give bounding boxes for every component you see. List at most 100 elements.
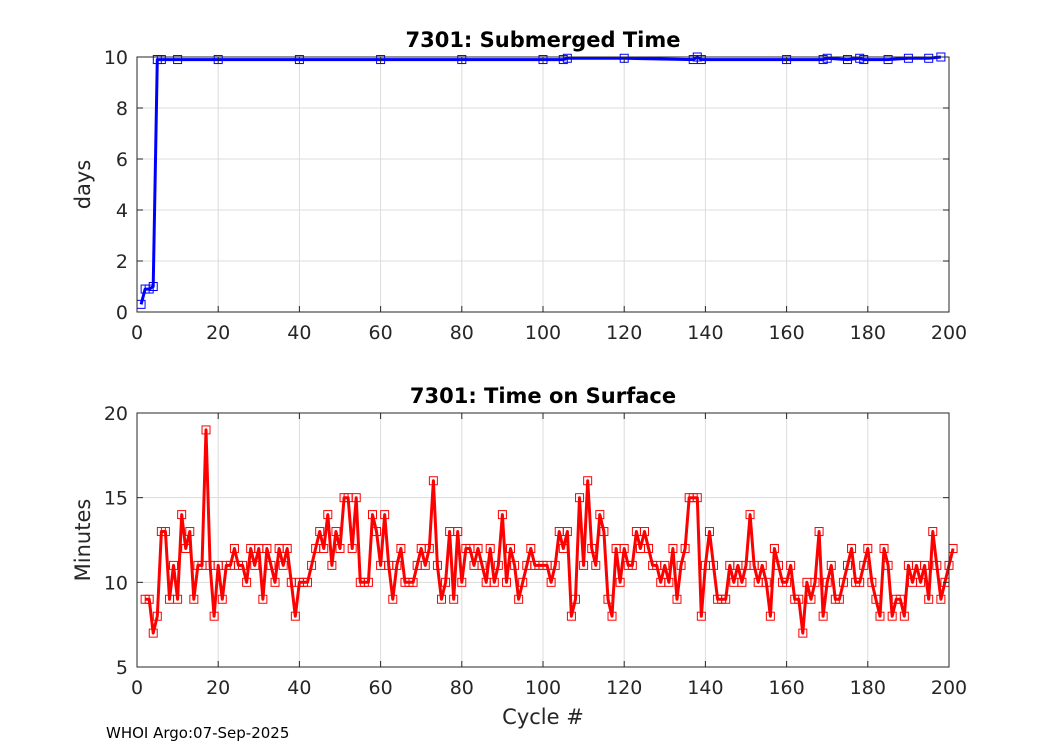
- data-point: [160, 527, 170, 537]
- data-point: [575, 493, 585, 503]
- x-tick-label: 120: [606, 677, 642, 699]
- data-point: [607, 611, 617, 621]
- y-tick-label: 2: [116, 251, 128, 273]
- data-point: [217, 594, 227, 604]
- data-point: [615, 577, 625, 587]
- x-tick-label: 20: [206, 677, 230, 699]
- x-tick-label: 60: [369, 677, 393, 699]
- data-point: [432, 560, 442, 570]
- data-point: [587, 543, 597, 553]
- data-point: [550, 560, 560, 570]
- data-point: [855, 577, 865, 587]
- data-point: [644, 543, 654, 553]
- y-tick-label: 5: [116, 657, 128, 679]
- x-tick-label: 200: [931, 677, 967, 699]
- data-point: [363, 577, 373, 587]
- data-point: [721, 594, 731, 604]
- data-point: [757, 560, 767, 570]
- x-tick-label: 160: [768, 677, 804, 699]
- data-point: [924, 594, 934, 604]
- data-point: [177, 510, 187, 520]
- data-point: [242, 577, 252, 587]
- data-point: [497, 510, 507, 520]
- data-point: [843, 55, 852, 65]
- data-point: [704, 527, 714, 537]
- data-point: [169, 560, 179, 570]
- y-tick-label: 8: [116, 98, 128, 120]
- x-tick-label: 20: [206, 322, 230, 344]
- data-point: [396, 543, 406, 553]
- data-point: [181, 543, 191, 553]
- data-point: [294, 55, 304, 65]
- y-tick-label: 4: [116, 200, 128, 222]
- data-point: [859, 560, 869, 570]
- x-tick-label: 0: [131, 677, 143, 699]
- x-tick-label: 140: [687, 677, 723, 699]
- data-point: [591, 560, 601, 570]
- y-axis-label: days: [71, 160, 95, 210]
- y-tick-label: 0: [116, 302, 128, 324]
- data-point: [331, 527, 341, 537]
- data-point: [895, 594, 905, 604]
- data-point: [441, 577, 451, 587]
- data-point: [428, 476, 438, 486]
- data-point: [282, 543, 292, 553]
- x-tick-label: 180: [850, 322, 886, 344]
- data-point: [351, 493, 361, 503]
- data-point: [506, 543, 516, 553]
- data-point: [903, 53, 913, 63]
- data-point: [570, 594, 580, 604]
- x-tick-label: 180: [850, 677, 886, 699]
- data-point: [680, 543, 690, 553]
- data-point: [457, 55, 467, 65]
- data-point: [278, 560, 288, 570]
- data-point: [822, 53, 832, 63]
- data-point: [189, 594, 199, 604]
- y-tick-label: 10: [104, 47, 128, 69]
- x-tick-label: 40: [287, 677, 311, 699]
- data-point: [863, 543, 873, 553]
- data-point: [867, 577, 877, 587]
- data-point: [327, 560, 337, 570]
- y-tick-label: 15: [104, 488, 128, 510]
- data-point: [668, 543, 678, 553]
- data-point: [562, 527, 572, 537]
- data-point: [449, 594, 459, 604]
- data-point: [879, 543, 889, 553]
- data-point: [514, 594, 524, 604]
- data-point: [692, 493, 702, 503]
- data-point: [883, 55, 893, 65]
- chart-title: 7301: Time on Surface: [410, 384, 676, 408]
- data-point: [290, 611, 300, 621]
- x-tick-label: 100: [525, 322, 561, 344]
- data-point: [826, 560, 836, 570]
- data-point: [599, 527, 609, 537]
- data-point: [737, 577, 747, 587]
- data-point: [928, 527, 938, 537]
- chart-surface: 0 20 40 60 80 100 120 140 160 180 200 5 10 15 20 7301: …: [71, 384, 967, 729]
- data-point: [562, 53, 572, 63]
- data-point: [765, 611, 775, 621]
- data-point: [814, 527, 824, 537]
- data-point: [595, 510, 605, 520]
- footer-credit: WHOI Argo:07-Sep-2025: [106, 724, 290, 742]
- x-tick-label: 140: [687, 322, 723, 344]
- data-point: [420, 560, 430, 570]
- data-point: [806, 594, 816, 604]
- data-point: [603, 594, 613, 604]
- chart-title: 7301: Submerged Time: [405, 28, 680, 52]
- data-point: [376, 55, 386, 65]
- data-point: [238, 560, 248, 570]
- data-point: [485, 543, 495, 553]
- data-point: [437, 594, 446, 604]
- data-point: [380, 510, 390, 520]
- data-point: [152, 611, 162, 621]
- data-point: [822, 577, 832, 587]
- data-point: [262, 543, 272, 553]
- data-point: [250, 560, 260, 570]
- data-point: [173, 55, 183, 65]
- x-axis-label: Cycle #: [502, 705, 584, 729]
- data-point: [229, 543, 239, 553]
- data-point: [745, 510, 755, 520]
- data-point: [920, 560, 930, 570]
